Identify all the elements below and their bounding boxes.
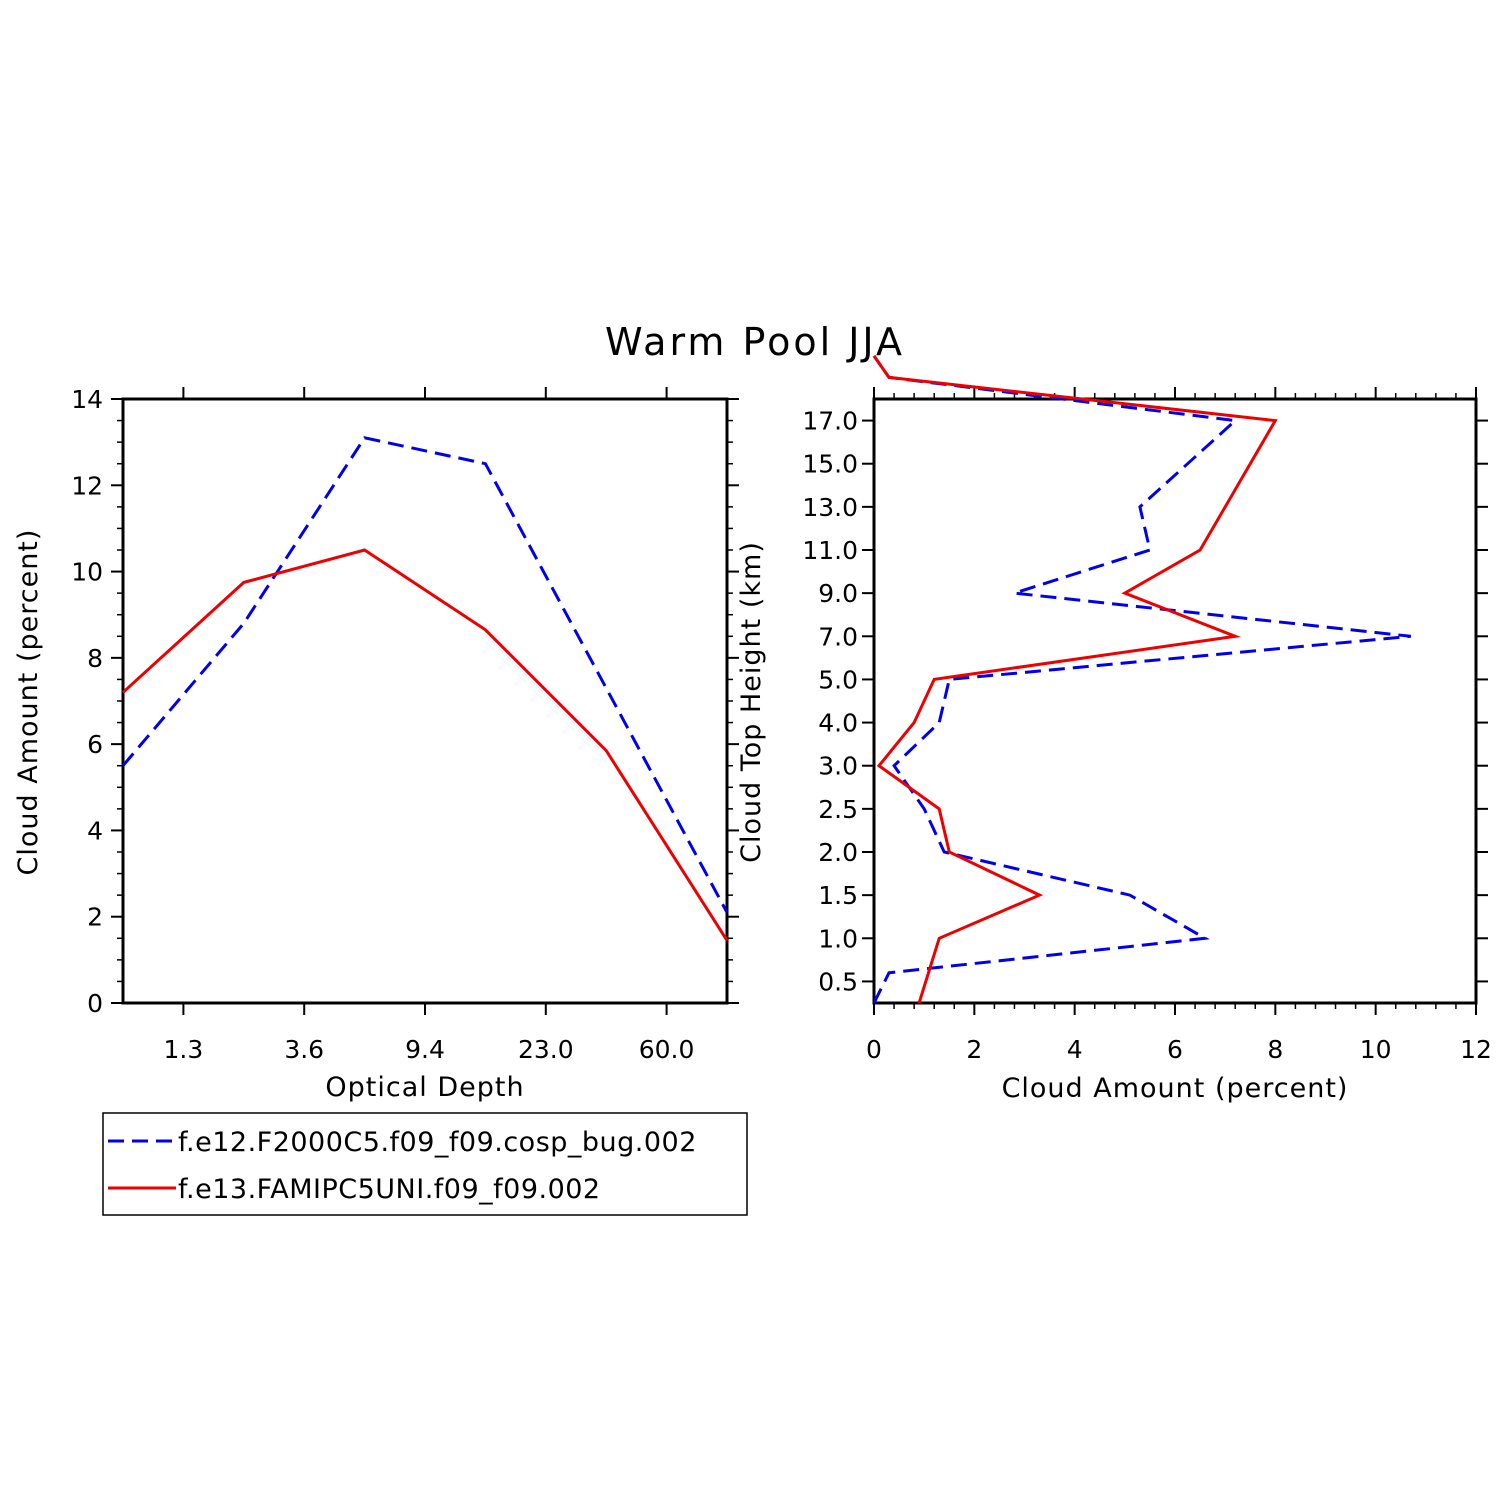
legend-entry: f.e13.FAMIPC5UNI.f09_f09.002 [178,1174,601,1205]
y-tick-label: 12 [71,471,103,500]
x-tick-label: 2 [966,1035,982,1064]
series-line [121,548,729,942]
y-tick-label: 1.0 [818,924,858,953]
y-tick-label: 5.0 [818,665,858,694]
legend: f.e12.F2000C5.f09_f09.cosp_bug.002 f.e13… [102,1112,748,1216]
left-minor-ticks [117,419,733,983]
y-tick-label: 1.5 [818,881,858,910]
series-line [121,436,729,914]
left-panel-optical-depth: 0 2 4 6 8 10 12 14 1.3 3.6 9.4 23.0 60.0 Optical De… [13,385,739,1103]
left-series [121,436,729,942]
x-tick-label: 4 [1067,1035,1083,1064]
y-tick-label: 13.0 [802,493,858,522]
y-tick-label: 2.0 [818,838,858,867]
left-plot-frame [121,397,729,1005]
right-x-ticks: 0 2 4 6 8 10 12 [866,387,1492,1064]
x-tick-label: 8 [1267,1035,1283,1064]
x-tick-label: 60.0 [639,1035,695,1064]
y-tick-label: 14 [71,385,103,414]
left-x-ticks: 1.3 3.6 9.4 23.0 60.0 [164,387,695,1064]
right-y-axis-label: Cloud Top Height (km) [736,541,767,863]
x-tick-label: 6 [1167,1035,1183,1064]
y-tick-label: 2 [87,903,103,932]
y-tick-label: 6 [87,730,103,759]
legend-entry: f.e12.F2000C5.f09_f09.cosp_bug.002 [178,1127,697,1158]
x-tick-label: 3.6 [284,1035,324,1064]
y-tick-label: 0 [87,989,103,1018]
right-series [872,355,1411,1004]
y-tick-label: 7.0 [818,622,858,651]
x-tick-label: 9.4 [405,1035,445,1064]
right-plot-frame [872,397,1478,1005]
y-tick-label: 9.0 [818,579,858,608]
right-panel-cloud-top-height: 0.5 1.0 1.5 2.0 2.5 3.0 4.0 5.0 7.0 9.0 11.0 13.0 15… [736,355,1492,1104]
x-tick-label: 10 [1360,1035,1392,1064]
legend-box [102,1112,748,1216]
right-y-ticks: 0.5 1.0 1.5 2.0 2.5 3.0 4.0 5.0 7.0 9.0 11.0 13.0 15… [802,407,1488,996]
y-tick-label: 17.0 [802,407,858,436]
x-tick-label: 0 [866,1035,882,1064]
right-x-axis-label: Cloud Amount (percent) [1002,1073,1349,1104]
series-line [872,355,1411,1004]
y-tick-label: 4.0 [818,709,858,738]
series-line [872,355,1278,1004]
left-y-axis-label: Cloud Amount (percent) [13,529,44,876]
left-x-axis-label: Optical Depth [325,1072,524,1103]
left-y-ticks: 0 2 4 6 8 10 12 14 [71,385,739,1018]
x-tick-label: 1.3 [164,1035,204,1064]
x-tick-label: 12 [1460,1035,1492,1064]
figure-title: Warm Pool JJA [605,320,905,364]
y-tick-label: 10 [71,558,103,587]
right-minor-ticks [893,393,1457,1009]
y-tick-label: 4 [87,816,103,845]
y-tick-label: 8 [87,644,103,673]
y-tick-label: 2.5 [818,795,858,824]
y-tick-label: 0.5 [818,967,858,996]
y-tick-label: 11.0 [802,536,858,565]
y-tick-label: 15.0 [802,450,858,479]
y-tick-label: 3.0 [818,752,858,781]
x-tick-label: 23.0 [518,1035,574,1064]
